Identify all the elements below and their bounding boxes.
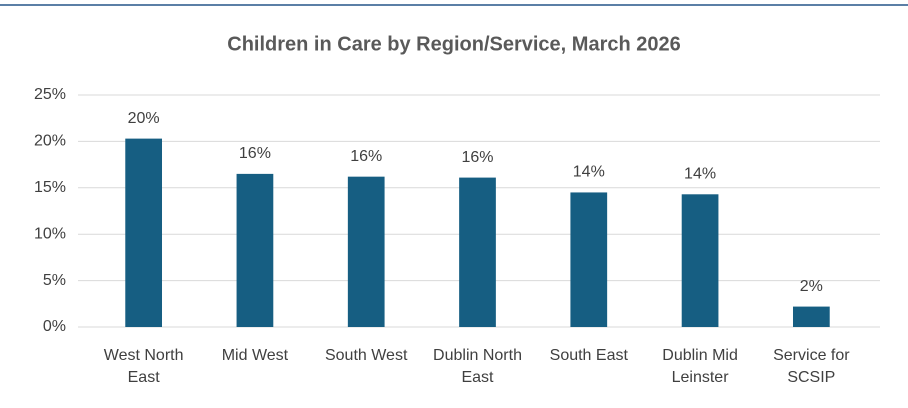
x-tick-label: South West bbox=[324, 347, 408, 364]
y-tick-label: 10% bbox=[34, 225, 66, 242]
value-label: 16% bbox=[239, 145, 271, 162]
value-label: 16% bbox=[350, 148, 382, 165]
value-label: 14% bbox=[573, 164, 605, 181]
chart-title: Children in Care by Region/Service, Marc… bbox=[227, 33, 681, 55]
x-tick-label: Mid West bbox=[221, 347, 289, 364]
x-tick-label: West North East bbox=[103, 347, 184, 386]
y-tick-label: 15% bbox=[34, 179, 66, 196]
value-label: 14% bbox=[684, 166, 716, 183]
x-tick-label: South East bbox=[549, 347, 628, 364]
x-tick-label: Dublin Mid Leinster bbox=[662, 347, 738, 386]
bar bbox=[570, 192, 608, 327]
x-tick-label: Service for SCSIP bbox=[773, 347, 850, 386]
y-tick-label: 25% bbox=[34, 86, 66, 103]
bar bbox=[125, 138, 163, 327]
value-label: 2% bbox=[800, 278, 823, 295]
value-label: 20% bbox=[128, 110, 160, 127]
y-tick-label: 20% bbox=[34, 133, 66, 150]
bar bbox=[459, 177, 496, 327]
y-tick-label: 5% bbox=[43, 272, 66, 289]
bar bbox=[347, 176, 385, 327]
y-tick-label: 0% bbox=[43, 318, 66, 335]
bar bbox=[681, 194, 719, 327]
x-tick-label: Dublin North East bbox=[433, 347, 522, 386]
value-label: 16% bbox=[461, 149, 493, 166]
bar bbox=[792, 306, 830, 327]
bar bbox=[236, 173, 274, 327]
